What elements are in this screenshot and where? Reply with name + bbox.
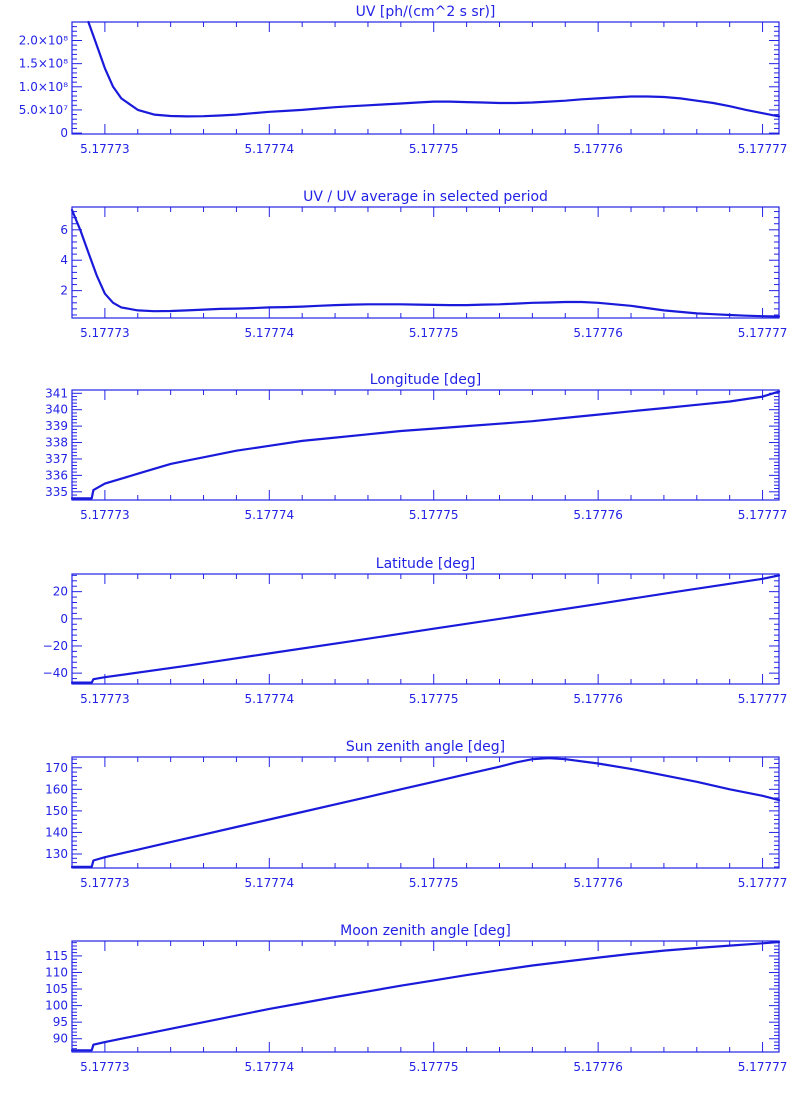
x-tick-label: 5.17777 (738, 508, 788, 522)
x-tick-label: 5.17773 (80, 508, 130, 522)
panels: UV [ph/(cm^2 s sr)] 5.17773 5.17774 5.17775… (19, 4, 788, 1074)
x-tick-label: 5.17776 (573, 692, 623, 706)
y-tick-label: 150 (45, 804, 68, 818)
y-tick-label: 0 (60, 126, 68, 140)
y-tick-label: 130 (45, 847, 68, 861)
x-tick-label: 5.17775 (409, 508, 459, 522)
x-tick-label: 5.17775 (409, 142, 459, 156)
x-tick-label: 5.17777 (738, 326, 788, 340)
x-tick-label: 5.17773 (80, 142, 130, 156)
y-tick-label: 4 (60, 253, 68, 267)
x-tick-label: 5.17777 (738, 1060, 788, 1074)
chart-title: Longitude [deg] (370, 372, 481, 388)
y-tick-label: 110 (45, 965, 68, 979)
chart-title: UV / UV average in selected period (303, 189, 548, 205)
x-tick-label: 5.17776 (573, 508, 623, 522)
y-tick-label: 339 (45, 419, 68, 433)
x-tick-label: 5.17773 (80, 876, 130, 890)
plot-frame (71, 206, 780, 319)
chart-panel-4: Latitude [deg] 5.17773 5.17774 5.17775 5.177… (43, 556, 788, 706)
series-line-1 (70, 756, 781, 869)
x-tick-label: 5.17775 (409, 692, 459, 706)
chart-title: Moon zenith angle [deg] (340, 923, 511, 939)
x-tick-label: 5.17776 (573, 326, 623, 340)
y-tick-label: 1.5×10⁸ (19, 57, 68, 71)
x-tick-label: 5.17774 (244, 1060, 294, 1074)
y-tick-label: 105 (45, 982, 68, 996)
chart-panel-2: UV / UV average in selected period 5.1777… (60, 189, 787, 340)
x-tick-label: 5.17777 (738, 876, 788, 890)
series-line-1 (87, 20, 781, 118)
x-tick-label: 5.17773 (80, 326, 130, 340)
series-line-1 (70, 940, 781, 1052)
y-tick-label: 90 (53, 1032, 68, 1046)
plot-frame (71, 756, 780, 869)
x-tick-label: 5.17777 (738, 142, 788, 156)
x-tick-label: 5.17777 (738, 692, 788, 706)
y-tick-label: 5.0×10⁷ (19, 103, 68, 117)
y-tick-label: 335 (45, 485, 68, 499)
y-tick-label: 2 (60, 284, 68, 298)
x-tick-label: 5.17774 (244, 876, 294, 890)
y-tick-label: 100 (45, 999, 68, 1013)
chart-panel-6: Moon zenith angle [deg] 5.17773 5.17774 5.1… (45, 923, 787, 1074)
x-tick-label: 5.17774 (244, 142, 294, 156)
x-tick-label: 5.17775 (409, 1060, 459, 1074)
chart-panel-5: Sun zenith angle [deg] 5.17773 5.17774 5.17… (45, 739, 787, 890)
y-tick-label: 338 (45, 436, 68, 450)
y-tick-label: 340 (45, 403, 68, 417)
x-tick-label: 5.17774 (244, 692, 294, 706)
y-tick-label: 140 (45, 825, 68, 839)
y-tick-label: 115 (45, 949, 68, 963)
series-line-1 (70, 208, 781, 318)
y-tick-label: 336 (45, 468, 68, 482)
x-tick-label: 5.17774 (244, 508, 294, 522)
x-tick-label: 5.17773 (80, 692, 130, 706)
y-tick-label: 170 (45, 761, 68, 775)
chart-title: UV [ph/(cm^2 s sr)] (356, 4, 496, 20)
y-tick-label: −40 (43, 666, 68, 680)
chart-title: Sun zenith angle [deg] (346, 739, 505, 755)
x-tick-label: 5.17776 (573, 876, 623, 890)
x-tick-label: 5.17775 (409, 876, 459, 890)
plot-frame (71, 389, 780, 501)
x-tick-label: 5.17776 (573, 142, 623, 156)
plot-frame (71, 573, 780, 685)
x-tick-label: 5.17773 (80, 1060, 130, 1074)
y-tick-label: 6 (60, 223, 68, 237)
y-tick-label: 95 (53, 1015, 68, 1029)
y-tick-label: 20 (53, 585, 68, 599)
y-tick-label: 0 (60, 612, 68, 626)
chart-title: Latitude [deg] (376, 556, 475, 572)
y-tick-label: −20 (43, 639, 68, 653)
y-tick-label: 337 (45, 452, 68, 466)
plot-frame (71, 940, 780, 1053)
series-line-1 (70, 574, 781, 684)
y-tick-label: 341 (45, 386, 68, 400)
series-line-1 (70, 390, 781, 500)
x-tick-label: 5.17775 (409, 326, 459, 340)
y-tick-label: 160 (45, 782, 68, 796)
x-tick-label: 5.17774 (244, 326, 294, 340)
y-tick-label: 1.0×10⁸ (19, 80, 68, 94)
x-tick-label: 5.17776 (573, 1060, 623, 1074)
chart-panel-1: UV [ph/(cm^2 s sr)] 5.17773 5.17774 5.17775… (19, 4, 788, 156)
y-tick-label: 2.0×10⁸ (19, 34, 68, 48)
chart-panel-3: Longitude [deg] 5.17773 5.17774 5.17775 5.17… (45, 372, 787, 522)
